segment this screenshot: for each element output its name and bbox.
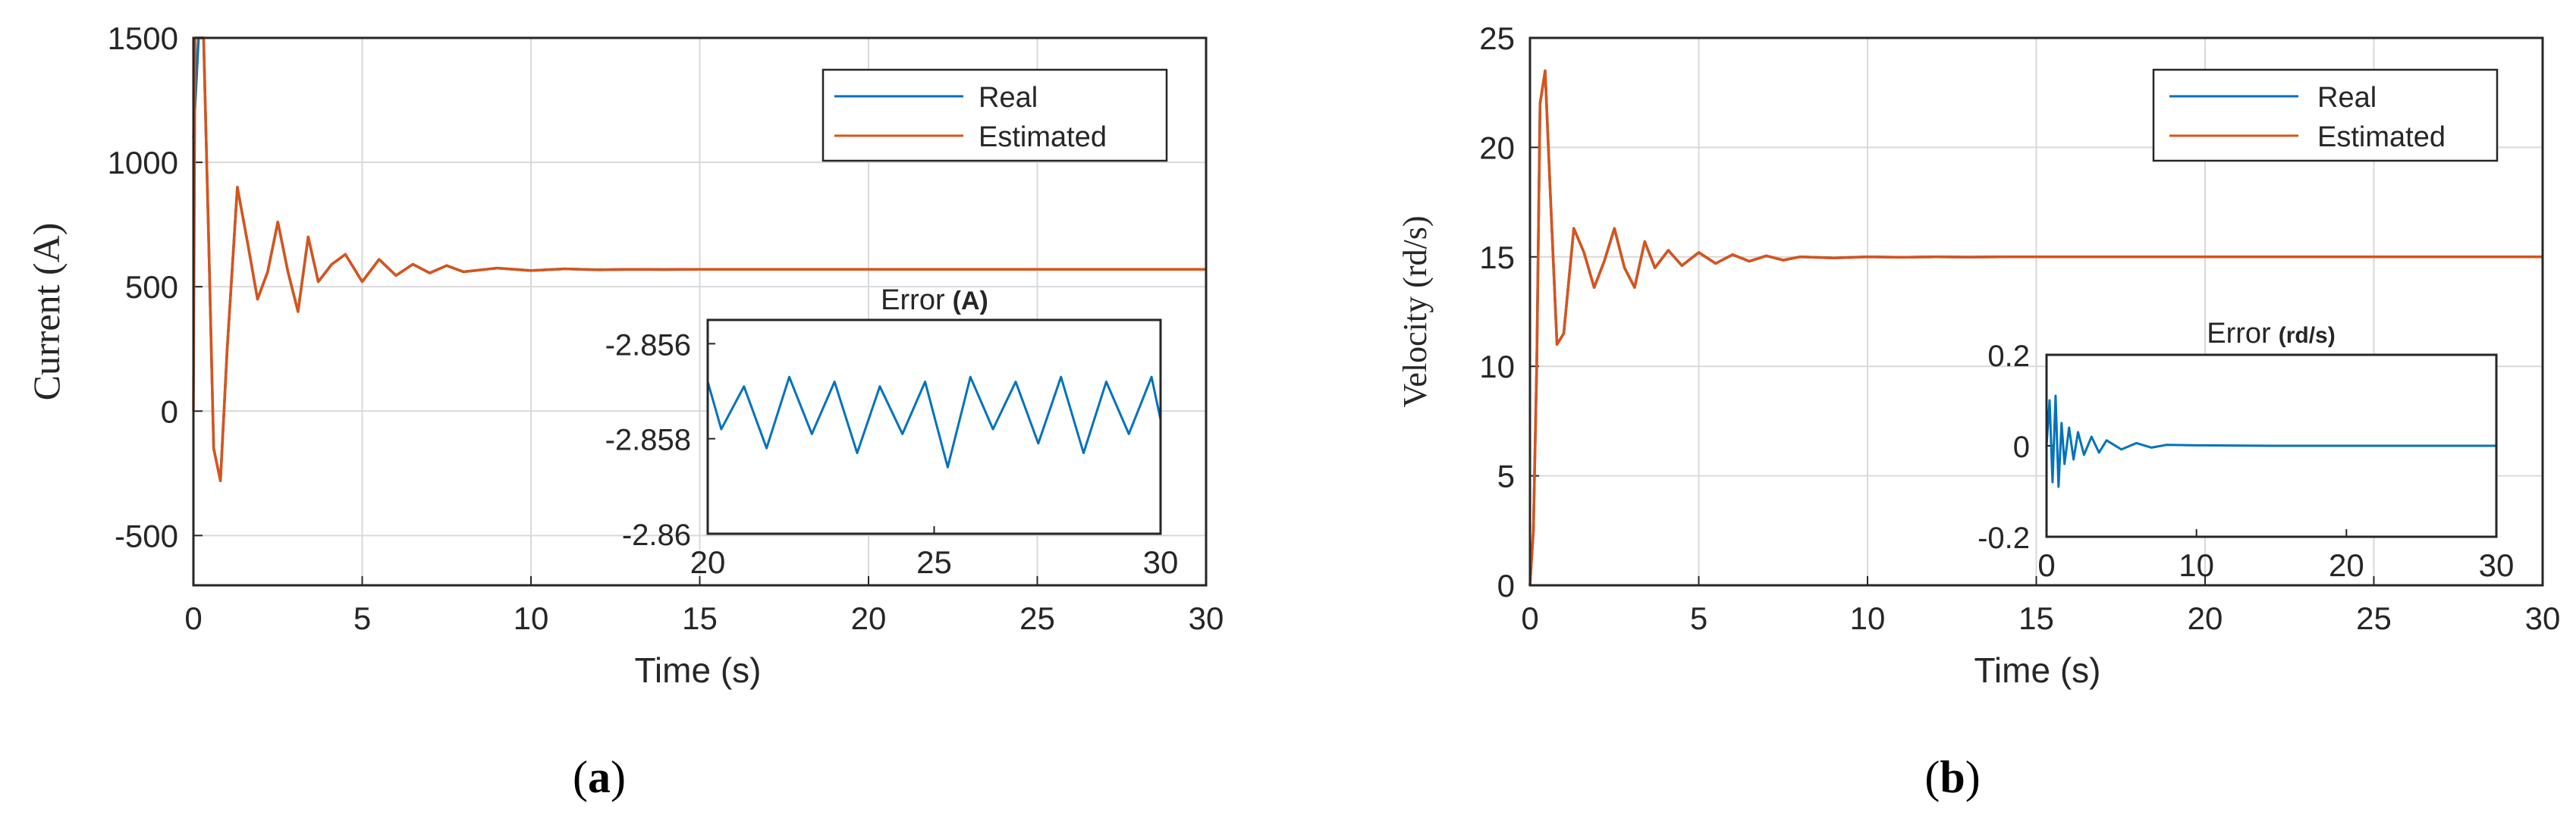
series-estimated [192, 36, 1206, 482]
inset-frame [706, 318, 1162, 535]
inset-x-tick-label: 20 [2329, 547, 2364, 583]
x-tick-labels: 0 5 10 15 20 25 30 [1521, 600, 2560, 636]
y-axis-label: Current (A) [25, 223, 68, 401]
plot-frame [192, 36, 1208, 587]
x-tick-label: 5 [1690, 600, 1707, 636]
y-tick-labels: -500 0 500 1000 1500 [108, 20, 178, 553]
inset-x-tick-label: 30 [2479, 547, 2515, 583]
series-lines [1528, 69, 2543, 586]
legend-box [821, 68, 1168, 162]
panel-caption: (a) [573, 752, 626, 802]
y-tick-label: 20 [1479, 130, 1515, 165]
x-tick-label: 10 [1850, 600, 1886, 636]
inset-series-error [2045, 394, 2496, 488]
y-tick-label: 0 [161, 393, 178, 429]
inset-background [708, 320, 1161, 534]
inset-x-tick-label: 10 [2179, 547, 2214, 583]
x-axis-label: Time (s) [1974, 650, 2101, 690]
x-tick-label: 15 [2018, 600, 2054, 636]
legend-box [2152, 68, 2499, 162]
inset-y-tick-label: 0.2 [1987, 340, 2030, 373]
inset-y-tick-label: -0.2 [1978, 522, 2030, 555]
x-tick-label: 25 [2356, 600, 2392, 636]
x-tick-label: 10 [514, 600, 549, 636]
y-axis-label: Velocity (rd/s) [1396, 216, 1434, 408]
x-tick-label: 20 [2188, 600, 2223, 636]
panel-b: 0 5 10 15 20 25 30 0 5 10 15 20 25 Time (s) Velocit… [1396, 20, 2560, 802]
series-lines [192, 36, 1206, 482]
legend-label-real: Real [2317, 82, 2377, 114]
y-tick-label: 15 [1479, 240, 1515, 275]
x-tick-label: 25 [1019, 600, 1055, 636]
panel-caption: (b) [1924, 752, 1980, 802]
x-axis-label: Time (s) [635, 650, 762, 690]
inset-y-tick-label: -2.86 [622, 519, 691, 552]
x-tick-label: 15 [682, 600, 718, 636]
legend-label-real: Real [979, 82, 1038, 114]
inset-x-tick-label: 0 [2037, 547, 2055, 583]
legend: Real Estimated [821, 68, 1168, 162]
panel-a: 0 5 10 15 20 25 30 -500 0 500 1000 1500 Time (s) C… [25, 20, 1224, 802]
x-tick-label: 30 [1189, 600, 1224, 636]
inset-y-tick-label: -2.858 [605, 424, 691, 457]
inset-title: Error (rd/s) [2207, 318, 2335, 350]
y-tick-label: 25 [1479, 20, 1515, 56]
x-tick-label: 5 [353, 600, 371, 636]
series-estimated [1528, 69, 2543, 586]
y-tick-label: 5 [1497, 459, 1515, 494]
x-tick-label: 30 [2525, 600, 2561, 636]
inset-x-tick-label: 20 [690, 544, 726, 580]
inset-error-velocity: Error (rd/s) 0 10 20 30 0.20-0.2 [1978, 318, 2514, 583]
inset-error-current: Error (A) 20 25 30 -2.856 -2.858 -2.86 [605, 284, 1179, 580]
y-tick-label: -500 [115, 518, 178, 553]
legend-label-estimated: Estimated [2317, 121, 2446, 153]
y-tick-label: 10 [1479, 349, 1515, 384]
y-tick-label: 0 [1497, 568, 1515, 603]
inset-title: Error (A) [881, 284, 988, 316]
series-real [192, 36, 758, 482]
inset-y-tick-label: -2.856 [605, 328, 691, 362]
inset-x-tick-labels: 0 10 20 30 [2037, 547, 2514, 583]
x-tick-label: 0 [184, 600, 202, 636]
inset-series-error [706, 375, 1162, 469]
inset-x-tick-label: 25 [916, 544, 952, 580]
legend: Real Estimated [2152, 68, 2499, 162]
y-tick-label: 1000 [108, 145, 178, 180]
inset-y-tick-label: 0 [2013, 431, 2030, 464]
inset-y-tick-labels: 0.2 0 -0.2 [1978, 340, 2030, 555]
x-tick-labels: 0 5 10 15 20 25 30 [184, 600, 1224, 636]
y-tick-labels: 0 5 10 15 20 25 [1479, 20, 1515, 603]
x-tick-label: 0 [1521, 600, 1538, 636]
inset-y-tick-labels: -2.856 -2.858 -2.86 [605, 328, 691, 552]
x-tick-label: 20 [851, 600, 887, 636]
legend-label-estimated: Estimated [979, 121, 1107, 153]
inset-frame [2045, 353, 2498, 538]
y-tick-label: 500 [125, 269, 178, 305]
inset-x-tick-labels: 20 25 30 [690, 544, 1179, 580]
plot-frame [1528, 36, 2544, 587]
y-tick-label: 1500 [108, 20, 178, 56]
inset-x-tick-label: 30 [1143, 544, 1179, 580]
